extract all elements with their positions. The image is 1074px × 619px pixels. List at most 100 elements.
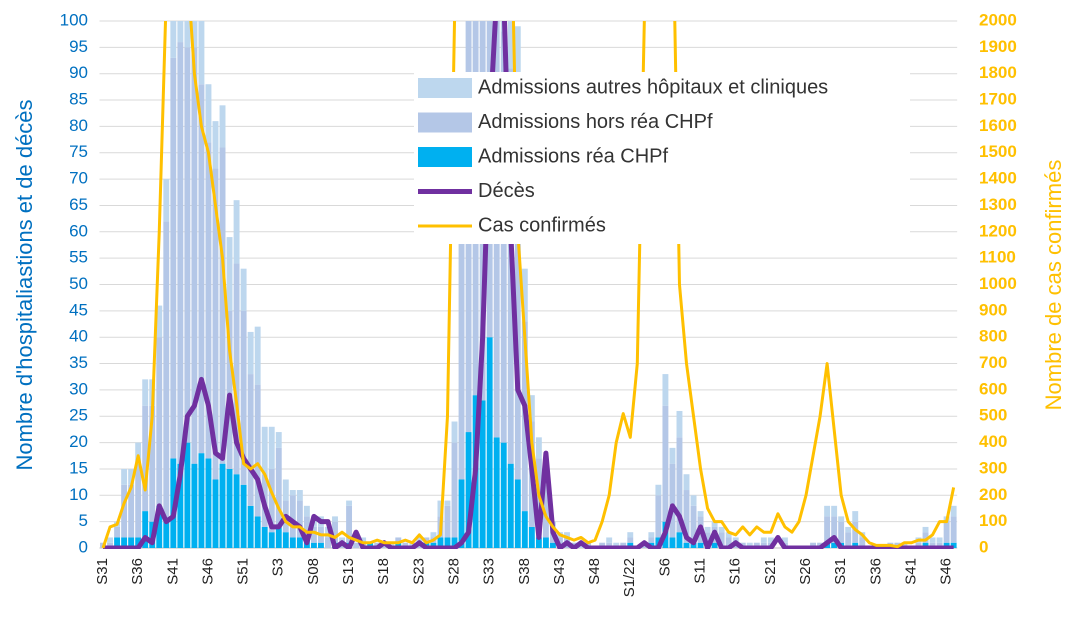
y-tick-label: 35 — [69, 353, 88, 372]
bar — [852, 521, 859, 543]
line-series — [103, 21, 954, 549]
x-tick-label: S08 — [305, 558, 322, 585]
y-tick-label: 50 — [69, 274, 88, 293]
bar — [395, 542, 402, 548]
bar — [697, 511, 704, 517]
bar — [810, 542, 816, 548]
legend-swatch — [418, 112, 472, 133]
bar — [676, 437, 683, 533]
y2-tick-label: 1000 — [979, 274, 1017, 293]
bar — [718, 526, 725, 533]
bar — [275, 447, 282, 527]
bar — [451, 442, 458, 538]
bar — [346, 505, 353, 543]
bar — [662, 374, 669, 406]
bar — [627, 542, 634, 548]
bar — [711, 521, 718, 527]
bar — [128, 468, 135, 485]
bar — [535, 537, 542, 548]
bar — [296, 500, 303, 538]
x-tick-label: S38 — [516, 558, 533, 585]
bar — [444, 505, 451, 538]
bar — [205, 84, 212, 143]
legend-swatch — [418, 147, 472, 167]
x-tick-label: S3 — [270, 558, 287, 576]
bar — [564, 532, 570, 538]
bar — [296, 490, 303, 501]
bar — [627, 537, 634, 543]
bar — [606, 537, 613, 543]
bar — [163, 221, 170, 522]
bar — [943, 542, 950, 548]
bar — [177, 42, 184, 464]
y-axis-title: Nombre d'hospitaliastions et de décès — [12, 99, 37, 470]
bar — [247, 374, 254, 506]
bar — [493, 437, 500, 548]
y-tick-label: 65 — [69, 195, 88, 214]
bar — [838, 521, 845, 543]
bar — [831, 542, 838, 548]
bar — [521, 268, 528, 322]
bar — [831, 516, 838, 543]
bar — [191, 21, 198, 48]
bar — [845, 532, 852, 548]
x-tick-label: S48 — [586, 558, 603, 585]
y-tick-label: 20 — [69, 432, 88, 451]
y-tick-label: 100 — [60, 10, 88, 29]
bar — [282, 532, 289, 548]
legend-label: Admissions hors réa CHPf — [478, 111, 713, 133]
bar — [268, 532, 275, 548]
bar — [128, 484, 135, 538]
x-tick-label: S41 — [164, 558, 181, 585]
bar — [549, 542, 556, 548]
x-tick-label: S31 — [832, 558, 849, 585]
y-tick-label: 30 — [69, 379, 88, 398]
y2-tick-label: 1200 — [979, 221, 1017, 240]
x-tick-label: S43 — [551, 558, 568, 585]
bar — [662, 405, 669, 522]
bar — [332, 521, 338, 543]
bar — [683, 474, 690, 491]
legend-label: Admissions réa CHPf — [478, 145, 669, 167]
bar — [669, 463, 676, 538]
bar — [142, 405, 149, 512]
bar — [824, 516, 831, 543]
bar — [620, 542, 627, 548]
bar — [254, 516, 261, 548]
x-tick-label: S26 — [797, 558, 814, 585]
y2-tick-label: 2000 — [979, 10, 1017, 29]
y2-tick-label: 200 — [979, 485, 1007, 504]
y-tick-label: 85 — [69, 90, 88, 109]
bar — [121, 537, 128, 548]
bar — [233, 474, 240, 548]
bar — [950, 542, 957, 548]
bar — [676, 410, 683, 438]
bar — [240, 310, 247, 485]
bar — [901, 542, 908, 548]
bar — [191, 463, 198, 548]
bar — [317, 542, 324, 548]
bar — [683, 542, 690, 548]
bar — [135, 442, 142, 464]
bar — [107, 542, 113, 548]
bar — [296, 537, 303, 548]
bar — [107, 537, 113, 543]
bar — [655, 484, 662, 496]
legend-swatch — [418, 78, 472, 98]
y2-tick-label: 700 — [979, 353, 1007, 372]
bar — [416, 537, 423, 543]
y-tick-label: 10 — [69, 485, 88, 504]
legend-label: Admissions autres hôpitaux et cliniques — [478, 76, 828, 98]
bar — [212, 168, 219, 480]
bar — [451, 421, 458, 443]
y-tick-label: 5 — [79, 511, 88, 530]
bar — [423, 537, 430, 543]
bar — [760, 542, 767, 548]
bar — [718, 532, 725, 548]
line-series — [101, 21, 956, 549]
bar — [212, 121, 219, 169]
bar — [725, 532, 732, 538]
bar — [486, 337, 493, 548]
bar — [289, 495, 296, 538]
bar — [521, 511, 528, 548]
